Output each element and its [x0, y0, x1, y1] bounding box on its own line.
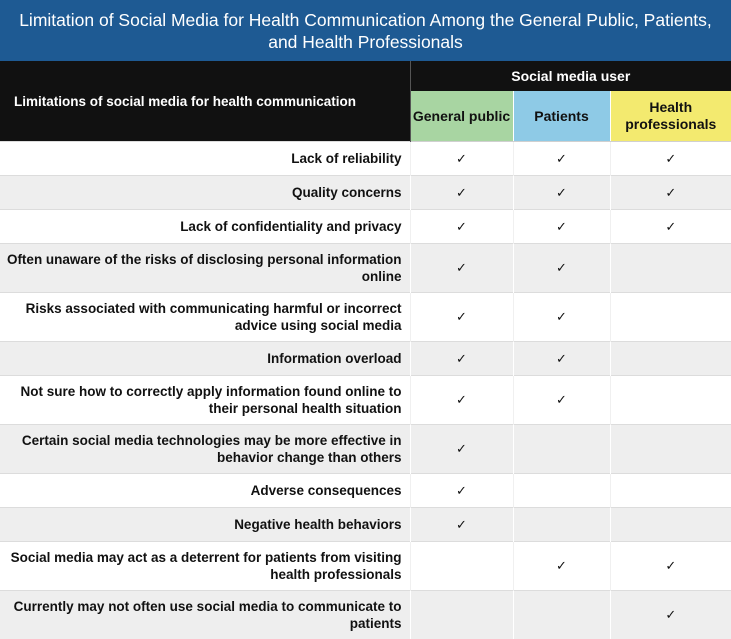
- table-row: Lack of confidentiality and privacy ✓ ✓ ✓: [0, 210, 731, 244]
- limitation-label: Negative health behaviors: [0, 508, 410, 542]
- check-icon: ✓: [456, 309, 467, 324]
- limitation-label: Often unaware of the risks of disclosing…: [0, 244, 410, 293]
- check-icon: ✓: [556, 351, 567, 366]
- check-icon: ✓: [556, 558, 567, 573]
- cell-general-public: ✓: [410, 142, 513, 176]
- limitation-label: Information overload: [0, 342, 410, 376]
- table-row: Often unaware of the risks of disclosing…: [0, 244, 731, 293]
- social-media-user-header: Social media user: [410, 61, 731, 91]
- cell-health-professionals: ✓: [610, 142, 731, 176]
- table-row: Currently may not often use social media…: [0, 591, 731, 639]
- limitation-label: Adverse consequences: [0, 474, 410, 508]
- cell-general-public: ✓: [410, 508, 513, 542]
- table-row: Lack of reliability ✓ ✓ ✓: [0, 142, 731, 176]
- limitation-label: Certain social media technologies may be…: [0, 425, 410, 474]
- check-icon: ✓: [665, 607, 676, 622]
- cell-patients: [513, 474, 610, 508]
- check-icon: ✓: [556, 151, 567, 166]
- limitation-label: Risks associated with communicating harm…: [0, 293, 410, 342]
- cell-patients: [513, 425, 610, 474]
- check-icon: ✓: [556, 219, 567, 234]
- check-icon: ✓: [456, 483, 467, 498]
- cell-general-public: ✓: [410, 474, 513, 508]
- check-icon: ✓: [556, 260, 567, 275]
- limitations-column-header: Limitations of social media for health c…: [0, 61, 410, 142]
- cell-health-professionals: [610, 293, 731, 342]
- cell-general-public: ✓: [410, 342, 513, 376]
- check-icon: ✓: [456, 260, 467, 275]
- cell-patients: ✓: [513, 244, 610, 293]
- limitation-label: Quality concerns: [0, 176, 410, 210]
- check-icon: ✓: [556, 185, 567, 200]
- cell-general-public: ✓: [410, 293, 513, 342]
- check-icon: ✓: [456, 185, 467, 200]
- check-icon: ✓: [456, 441, 467, 456]
- cell-patients: [513, 508, 610, 542]
- check-icon: ✓: [456, 151, 467, 166]
- table-row: Information overload ✓ ✓: [0, 342, 731, 376]
- cell-health-professionals: ✓: [610, 591, 731, 639]
- check-icon: ✓: [456, 392, 467, 407]
- cell-health-professionals: [610, 376, 731, 425]
- cell-general-public: ✓: [410, 244, 513, 293]
- cell-patients: ✓: [513, 542, 610, 591]
- check-icon: ✓: [665, 558, 676, 573]
- cell-health-professionals: ✓: [610, 176, 731, 210]
- cell-patients: ✓: [513, 293, 610, 342]
- limitation-label: Lack of reliability: [0, 142, 410, 176]
- check-icon: ✓: [665, 185, 676, 200]
- cell-health-professionals: [610, 474, 731, 508]
- cell-health-professionals: [610, 508, 731, 542]
- cell-patients: ✓: [513, 210, 610, 244]
- table-row: Certain social media technologies may be…: [0, 425, 731, 474]
- cell-health-professionals: ✓: [610, 542, 731, 591]
- cell-patients: ✓: [513, 176, 610, 210]
- cell-patients: ✓: [513, 142, 610, 176]
- cell-general-public: ✓: [410, 425, 513, 474]
- table-row: Not sure how to correctly apply informat…: [0, 376, 731, 425]
- check-icon: ✓: [556, 309, 567, 324]
- table-row: Adverse consequences ✓: [0, 474, 731, 508]
- check-icon: ✓: [665, 219, 676, 234]
- table-row: Social media may act as a deterrent for …: [0, 542, 731, 591]
- cell-general-public: ✓: [410, 176, 513, 210]
- cell-general-public: ✓: [410, 210, 513, 244]
- limitation-label: Not sure how to correctly apply informat…: [0, 376, 410, 425]
- cell-general-public: ✓: [410, 376, 513, 425]
- cell-health-professionals: [610, 244, 731, 293]
- cell-patients: ✓: [513, 376, 610, 425]
- cell-patients: ✓: [513, 342, 610, 376]
- check-icon: ✓: [456, 219, 467, 234]
- limitation-label: Lack of confidentiality and privacy: [0, 210, 410, 244]
- table-row: Negative health behaviors ✓: [0, 508, 731, 542]
- table-title: Limitation of Social Media for Health Co…: [0, 0, 731, 61]
- check-icon: ✓: [456, 351, 467, 366]
- check-icon: ✓: [456, 517, 467, 532]
- cell-patients: [513, 591, 610, 639]
- cell-health-professionals: [610, 342, 731, 376]
- cell-health-professionals: [610, 425, 731, 474]
- limitation-label: Currently may not often use social media…: [0, 591, 410, 639]
- column-header-health-professionals: Health professionals: [610, 91, 731, 142]
- cell-general-public: [410, 542, 513, 591]
- column-header-general-public: General public: [410, 91, 513, 142]
- table-row: Risks associated with communicating harm…: [0, 293, 731, 342]
- limitation-label: Social media may act as a deterrent for …: [0, 542, 410, 591]
- column-header-patients: Patients: [513, 91, 610, 142]
- table-body: Lack of reliability ✓ ✓ ✓ Quality concerns ✓ ✓…: [0, 142, 731, 639]
- cell-health-professionals: ✓: [610, 210, 731, 244]
- table-row: Quality concerns ✓ ✓ ✓: [0, 176, 731, 210]
- check-icon: ✓: [665, 151, 676, 166]
- cell-general-public: [410, 591, 513, 639]
- check-icon: ✓: [556, 392, 567, 407]
- limitations-table: Limitations of social media for health c…: [0, 61, 731, 639]
